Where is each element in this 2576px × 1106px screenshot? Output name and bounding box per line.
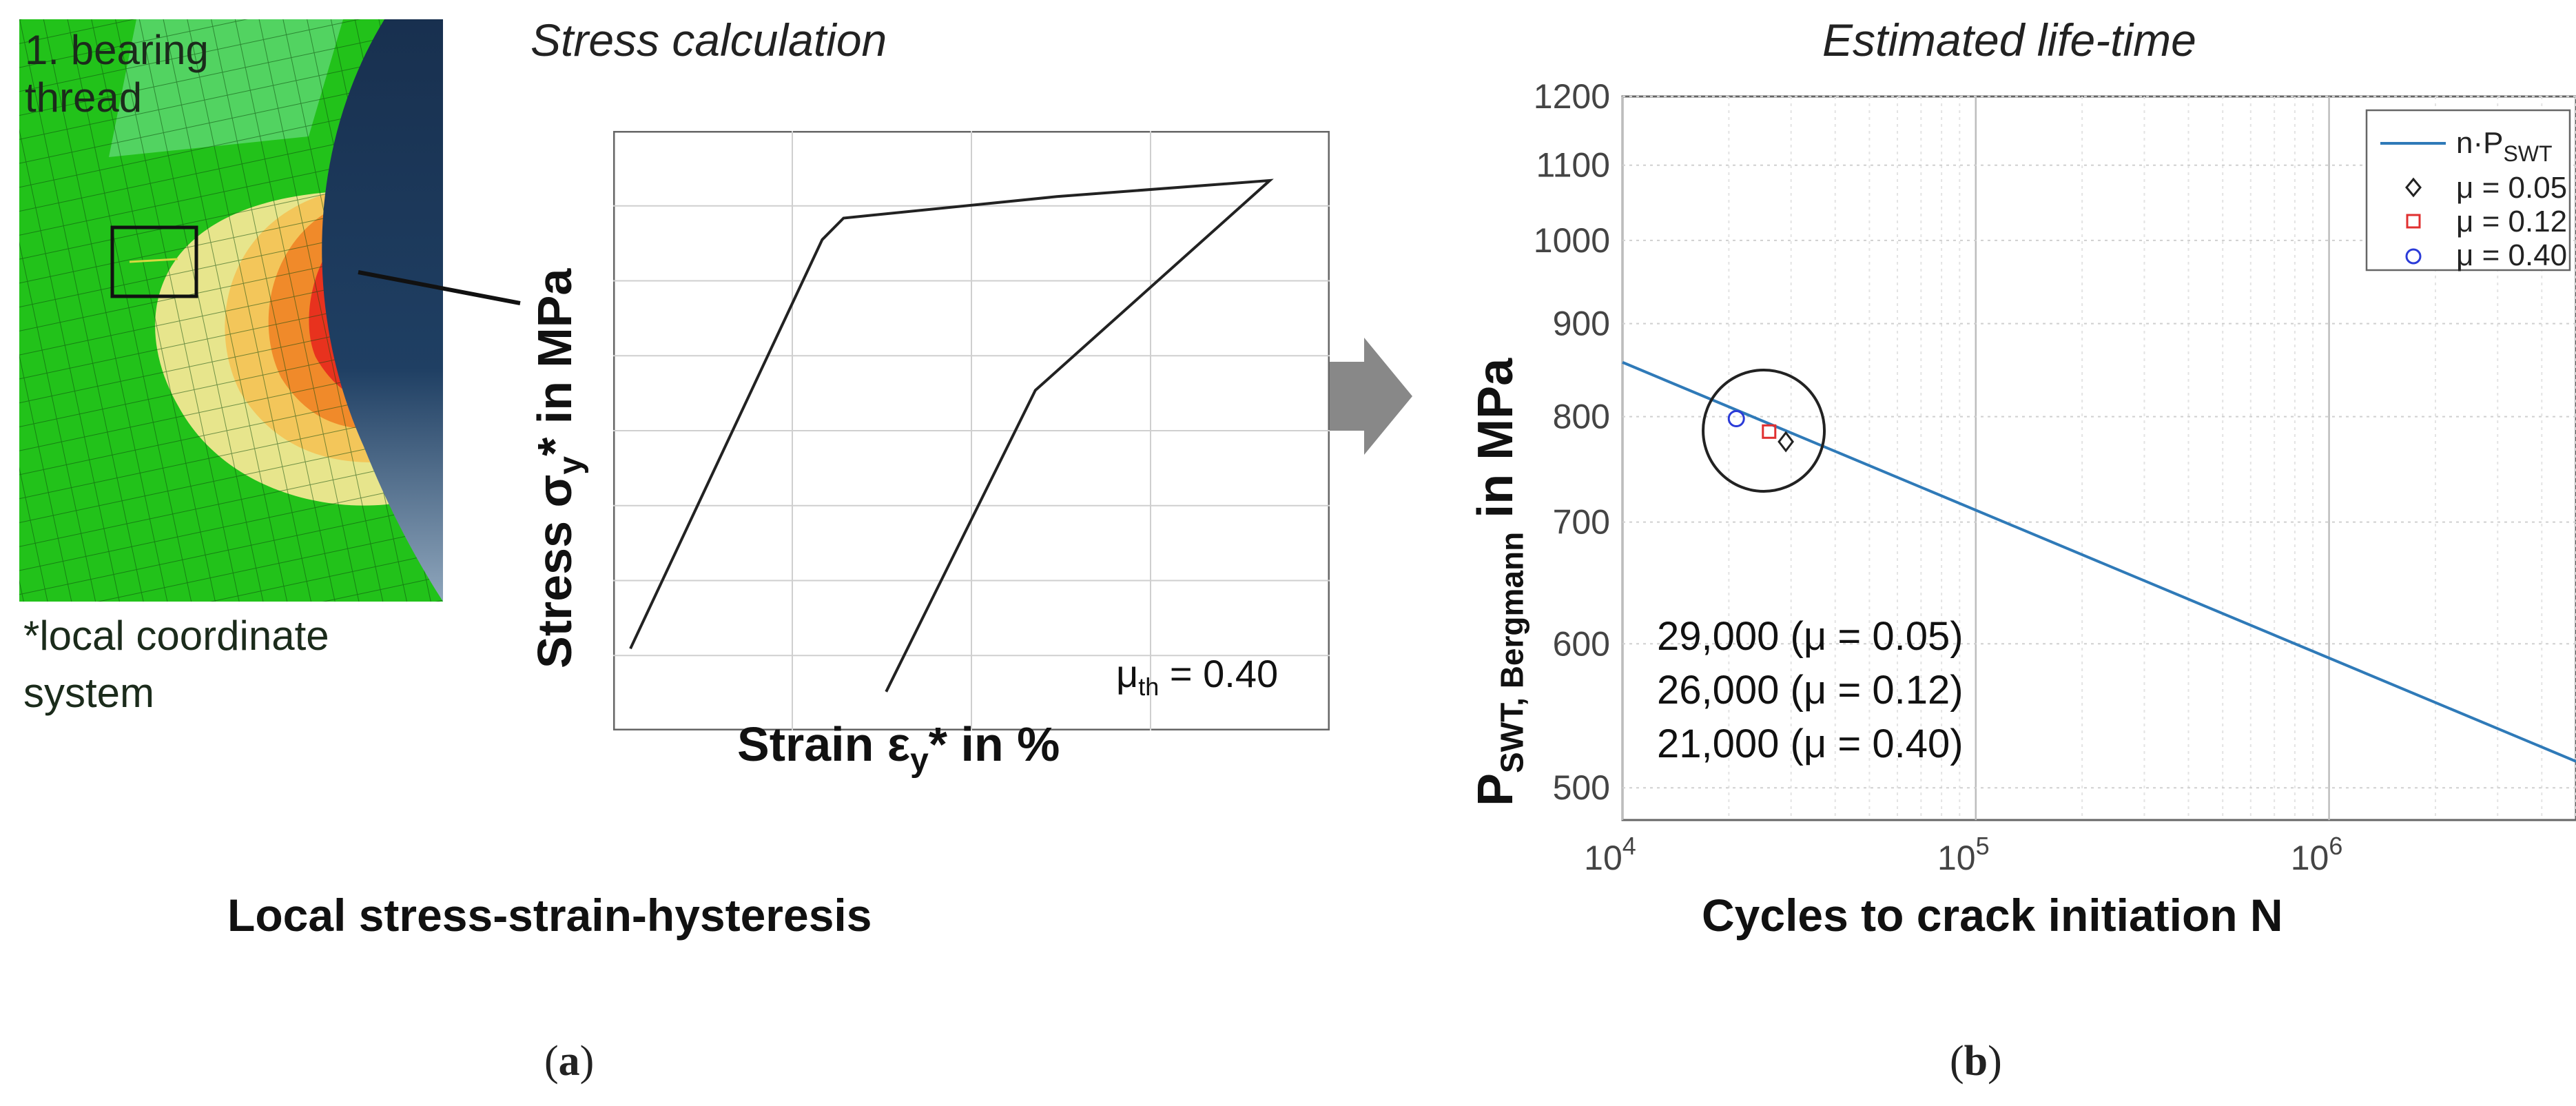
marker-mu-012 [1762,424,1777,439]
crack-mark [129,258,178,263]
fe-label: 1. bearing thread [25,26,209,121]
legend-line-sub: SWT [2503,141,2552,166]
legend-circle-swatch [2405,248,2422,265]
life-y-tick-label: 500 [1553,768,1610,807]
coord-note-line2: system [23,670,155,716]
hysteresis-mu-post: = 0.40 [1159,652,1279,695]
life-annotations: 29,000 (μ = 0.05) 26,000 (μ = 0.12) 21,0… [1657,610,1964,771]
life-y-tick-label: 1000 [1534,221,1610,260]
life-grid [1621,96,2576,820]
marker-mu-040 [1727,410,1745,428]
life-highlight-circle [1702,368,1826,493]
caption-a: (a) [544,1038,595,1085]
caption-a-letter: a [558,1038,580,1085]
life-x-tick-label: 104 [1584,832,1636,877]
fe-contour-svg [19,19,443,602]
life-x-tick-label: 105 [1937,832,1990,877]
coord-note-line1: *local coordinate [23,613,329,659]
bolt-shape [322,19,443,602]
legend-box [2365,109,2571,272]
life-y-tick-label: 800 [1553,398,1610,436]
life-markers [1727,410,1795,453]
hysteresis-ylabel-post: * in MPa [528,268,581,456]
annotation-2: 26,000 (μ = 0.12) [1657,668,1964,713]
life-y-ticks: 500 600 700 800 900 1000 1100 1200 [1534,77,1610,807]
annotation-3: 21,000 (μ = 0.40) [1657,721,1964,766]
caption-b-letter: b [1964,1038,1988,1085]
hysteresis-title: Stress calculation [530,14,887,65]
marker-mu-005 [1778,431,1795,453]
fe-label-line2: thread [25,74,143,121]
life-y-tick-label: 1200 [1534,77,1610,116]
hysteresis-ylabel: Stress σy* in MPa [527,269,590,668]
caption-b: (b) [1950,1038,2002,1085]
hysteresis-ylabel-sub: y [553,455,589,475]
hysteresis-caption: Local stress-strain-hysteresis [227,890,872,941]
hysteresis-mu-pre: μ [1116,652,1139,695]
legend-m2: μ = 0.12 [2456,205,2567,238]
hysteresis-grid [613,131,1330,730]
life-y-tick-label: 1100 [1536,146,1610,185]
hysteresis-plot [613,131,1330,730]
life-y-tick-label: 700 [1553,503,1610,542]
life-xlabel: Cycles to crack initiation N [1702,890,2283,941]
life-title: Estimated life-time [1822,14,2196,65]
life-plot: 500 600 700 800 900 1000 1100 1200 104 105 106 n·… [1534,77,2576,877]
zoom-box [110,225,198,298]
legend-line-pre: n·P [2456,126,2503,160]
hysteresis-mu-sub: th [1138,673,1160,702]
annotation-1: 29,000 (μ = 0.05) [1657,614,1964,659]
life-y-tick-label: 900 [1553,305,1610,343]
legend-diamond-swatch [2405,177,2422,198]
process-arrow [1312,338,1412,455]
hysteresis-xlabel-pre: Strain ε [737,717,911,771]
hysteresis-ylabel-pre: Stress σ [528,474,581,668]
life-x-ticks: 104 105 106 [1584,832,2342,877]
hysteresis-xlabel-sub: y [910,742,929,779]
hysteresis-xlabel: Strain εy* in % [737,717,1060,779]
life-series-line [1622,360,2576,763]
legend-m1: μ = 0.05 [2456,171,2567,205]
hysteresis-curve [629,178,1274,693]
hysteresis-xlabel-post: * in % [928,717,1060,771]
legend-square-swatch [2406,214,2421,229]
zoom-leader-line [358,270,521,305]
life-legend: n·PSWT μ = 0.05 μ = 0.12 μ = 0.40 [2365,109,2571,272]
hysteresis-mu-label: μth = 0.40 [1116,651,1278,702]
life-y-tick-label: 600 [1553,624,1610,663]
fe-label-line1: 1. bearing [25,27,209,73]
legend-m3: μ = 0.40 [2456,238,2567,272]
life-x-tick-label: 106 [2291,832,2343,877]
coord-note: *local coordinate system [23,612,329,717]
fe-contour-image: 1. bearing thread [19,19,443,602]
legend-line-label: n·PSWT [2456,126,2553,166]
